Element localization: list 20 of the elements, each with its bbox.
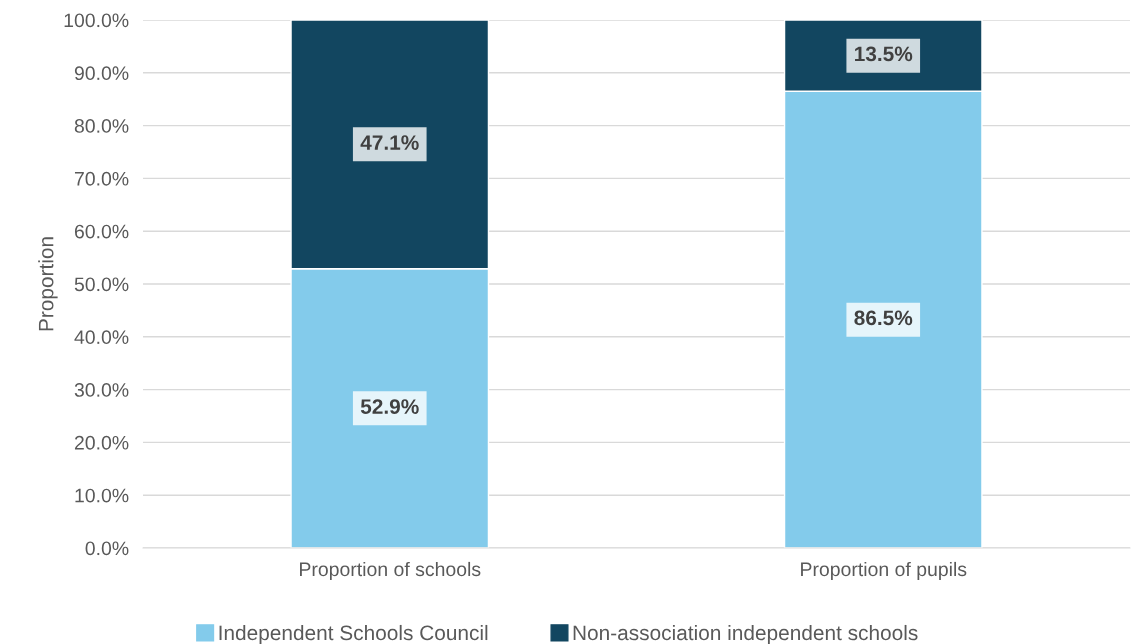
y-axis-title: Proportion — [38, 237, 58, 331]
y-tick-label: 70.0% — [74, 171, 129, 186]
data-label: 86.5% — [854, 310, 913, 326]
legend-label: Independent Schools Council — [219, 624, 488, 644]
legend-label: Non-association independent schools — [573, 624, 918, 644]
data-label: 13.5% — [855, 46, 913, 62]
y-tick-label: 0.0% — [85, 541, 129, 556]
y-tick-label: 50.0% — [74, 277, 129, 292]
y-tick-label: 30.0% — [74, 383, 129, 397]
y-tick-label: 80.0% — [74, 119, 129, 133]
y-tick-label: 100.0% — [64, 13, 129, 28]
y-tick-label: 40.0% — [74, 330, 129, 345]
x-tick-label: Proportion of schools — [300, 561, 481, 581]
data-label: 47.1% — [360, 135, 419, 150]
y-tick-label: 20.0% — [74, 435, 129, 450]
x-tick-label: Proportion of pupils — [801, 561, 967, 581]
y-tick-label: 10.0% — [75, 488, 129, 503]
y-tick-label: 60.0% — [74, 224, 129, 239]
data-label: 52.9% — [360, 399, 419, 414]
y-tick-label: 90.0% — [74, 66, 129, 81]
